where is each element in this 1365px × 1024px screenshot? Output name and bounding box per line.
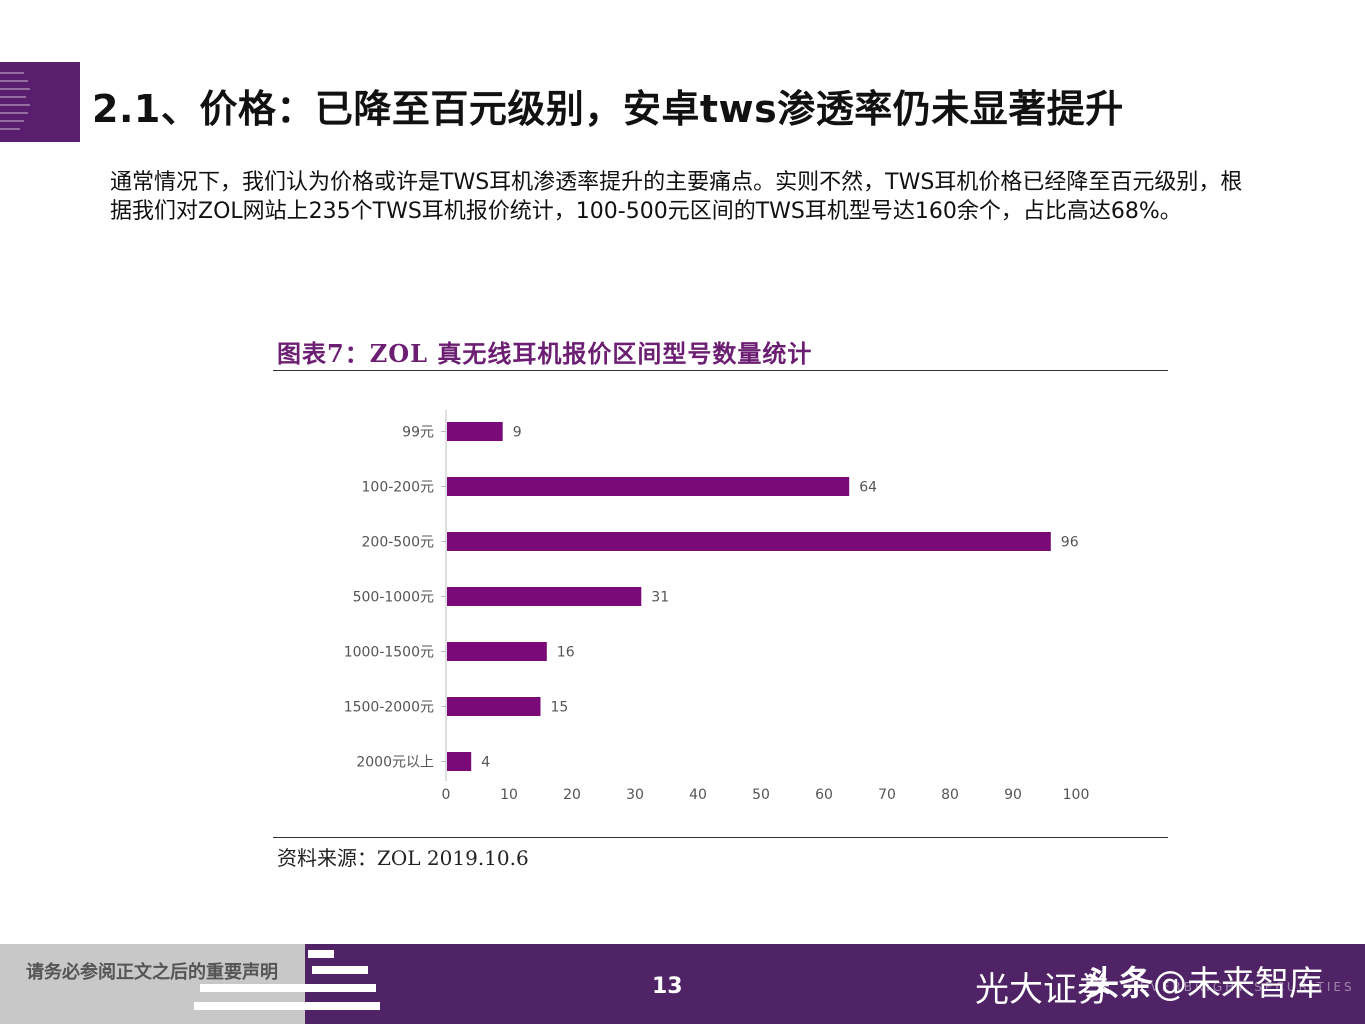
bar: [447, 422, 503, 441]
data-label: 15: [551, 700, 569, 716]
x-tick-label: 80: [941, 787, 959, 803]
caption-rule: [273, 370, 1168, 371]
bar-chart: 99元 9 100-200元 64 200-500元 96 500-1000元 31 1000-…: [344, 410, 1090, 803]
bar: [447, 752, 472, 771]
source-note: 资料来源：ZOL 2019.10.6: [277, 846, 529, 870]
footer-bar: [194, 1002, 380, 1010]
x-tick-label: 90: [1004, 787, 1022, 803]
x-tick-label: 40: [689, 787, 707, 803]
x-tick-label: 30: [626, 787, 644, 803]
footer-bar: [312, 966, 368, 974]
bar: [447, 532, 1051, 551]
category-label: 99元: [402, 425, 434, 441]
category-label: 1000-1500元: [344, 645, 434, 661]
chart-caption: 图表7：ZOL 真无线耳机报价区间型号数量统计: [277, 339, 813, 368]
category-label: 100-200元: [362, 480, 435, 496]
watermark-rest: @未来智库: [1153, 964, 1323, 1004]
footer-left-panel: 请务必参阅正文之后的重要声明: [0, 944, 305, 1024]
slide-title: 2.1、价格：已降至百元级别，安卓tws渗透率仍未显著提升: [92, 87, 1124, 131]
bar: [447, 477, 850, 496]
footer-bar: [200, 984, 376, 992]
source-rule: [273, 837, 1168, 838]
x-tick-label: 100: [1063, 787, 1090, 803]
body-text: 通常情况下，我们认为价格或许是TWS耳机渗透率提升的主要痛点。实则不然，TWS耳…: [110, 170, 1243, 224]
footer: 请务必参阅正文之后的重要声明 13 EVERBRIGHT SECURITIES …: [0, 944, 1365, 1024]
data-label: 16: [557, 645, 575, 661]
logo-block: [0, 62, 80, 142]
data-label: 31: [651, 590, 669, 606]
disclaimer-note: 请务必参阅正文之后的重要声明: [26, 962, 278, 983]
page-number: 13: [652, 974, 683, 999]
x-tick-label: 60: [815, 787, 833, 803]
data-label: 64: [859, 480, 877, 496]
brand-logo-text: 光大证券: [975, 970, 1111, 1010]
bar: [447, 697, 541, 716]
faint-brand-text: EVERBRIGHT SECURITIES: [1140, 980, 1355, 994]
x-tick-label: 70: [878, 787, 896, 803]
x-tick-label: 0: [442, 787, 451, 803]
category-label: 1500-2000元: [344, 700, 434, 716]
category-label: 2000元以上: [356, 755, 434, 771]
data-label: 9: [513, 425, 522, 441]
x-tick-label: 10: [500, 787, 518, 803]
data-label: 4: [481, 755, 490, 771]
bar: [447, 587, 642, 606]
watermark-bold: 头条: [1085, 964, 1153, 1004]
x-tick-label: 20: [563, 787, 581, 803]
footer-bar: [308, 950, 334, 958]
bar: [447, 642, 547, 661]
x-tick-label: 50: [752, 787, 770, 803]
category-label: 500-1000元: [353, 590, 434, 606]
data-label: 96: [1061, 535, 1079, 551]
category-label: 200-500元: [362, 535, 435, 551]
watermark: 头条@未来智库: [1085, 956, 1323, 1005]
